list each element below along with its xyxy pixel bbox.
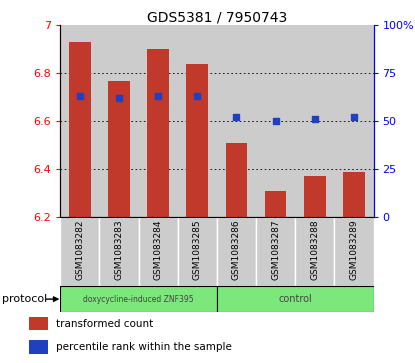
Bar — [69, 42, 90, 217]
Point — [272, 118, 279, 124]
Bar — [256, 217, 295, 286]
Bar — [304, 176, 325, 217]
Text: doxycycline-induced ZNF395: doxycycline-induced ZNF395 — [83, 295, 194, 303]
Point — [351, 114, 357, 120]
Text: percentile rank within the sample: percentile rank within the sample — [56, 342, 232, 352]
Bar — [295, 25, 334, 217]
Text: GSM1083288: GSM1083288 — [310, 219, 319, 280]
Bar — [178, 217, 217, 286]
Point — [76, 93, 83, 99]
Point — [155, 93, 161, 99]
Bar — [256, 25, 295, 217]
Bar — [178, 25, 217, 217]
Text: GSM1083286: GSM1083286 — [232, 219, 241, 280]
Bar — [334, 25, 374, 217]
Bar — [295, 217, 334, 286]
Bar — [99, 25, 139, 217]
Text: GSM1083285: GSM1083285 — [193, 219, 202, 280]
Text: GSM1083289: GSM1083289 — [349, 219, 359, 280]
Bar — [217, 217, 256, 286]
Bar — [60, 286, 217, 312]
Text: control: control — [278, 294, 312, 304]
Bar — [186, 64, 208, 217]
Text: GSM1083287: GSM1083287 — [271, 219, 280, 280]
Bar — [139, 217, 178, 286]
Text: transformed count: transformed count — [56, 318, 153, 329]
Point — [194, 93, 200, 99]
Text: protocol: protocol — [2, 294, 47, 304]
Bar — [29, 340, 48, 354]
Bar — [108, 81, 130, 217]
Bar — [60, 25, 99, 217]
Bar — [226, 143, 247, 217]
Bar — [99, 217, 139, 286]
Title: GDS5381 / 7950743: GDS5381 / 7950743 — [147, 10, 287, 24]
Text: GSM1083282: GSM1083282 — [75, 219, 84, 280]
Point — [116, 95, 122, 101]
Text: GSM1083283: GSM1083283 — [115, 219, 123, 280]
Bar — [334, 217, 374, 286]
Bar — [29, 317, 48, 330]
Point — [311, 117, 318, 122]
Bar — [147, 49, 169, 217]
Bar — [60, 217, 99, 286]
Point — [233, 114, 240, 120]
Bar — [343, 172, 365, 217]
Bar — [139, 25, 178, 217]
Bar — [265, 191, 286, 217]
Bar — [217, 286, 374, 312]
Text: GSM1083284: GSM1083284 — [154, 219, 163, 280]
Bar — [217, 25, 256, 217]
